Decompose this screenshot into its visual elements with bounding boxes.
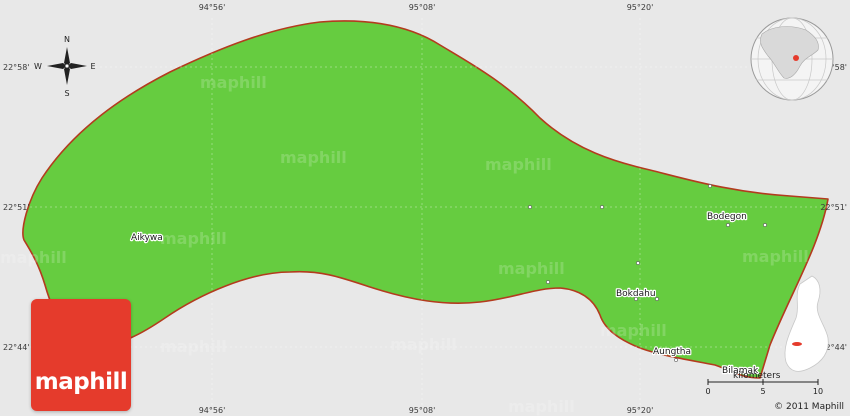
watermark-group: maphill maphill maphill maphill maphill … — [0, 73, 809, 416]
copyright-text: © 2011 Maphill — [774, 402, 844, 412]
latitude-label: 22°51' — [820, 203, 847, 212]
svg-text:maphill: maphill — [742, 247, 809, 266]
svg-text:10: 10 — [813, 387, 823, 396]
place-label-bokdahu: Bokdahu — [616, 289, 656, 299]
logo-text: maphill — [34, 369, 128, 395]
globe-locator-icon — [750, 17, 834, 101]
region-polygon — [22, 20, 829, 379]
place-label-aungtha: Aungtha — [653, 347, 691, 357]
longitude-label: 94°56' — [199, 3, 226, 12]
longitude-label: 94°56' — [199, 406, 226, 415]
svg-text:N: N — [64, 35, 70, 44]
state-locator-icon — [784, 275, 829, 372]
svg-text:maphill: maphill — [600, 321, 667, 340]
svg-text:maphill: maphill — [0, 248, 67, 267]
latitude-label: 22°44' — [820, 343, 847, 352]
latitude-label: 22°51' — [3, 203, 30, 212]
longitude-label: 95°08' — [409, 406, 436, 415]
svg-text:5: 5 — [760, 387, 765, 396]
maphill-logo[interactable]: maphill — [31, 299, 131, 411]
svg-text:maphill: maphill — [160, 337, 227, 356]
svg-text:W: W — [34, 62, 42, 71]
svg-text:maphill: maphill — [390, 335, 457, 354]
place-label-bodegon: Bodegon — [707, 212, 747, 222]
latitude-label: 22°58' — [3, 63, 30, 72]
svg-text:maphill: maphill — [280, 148, 347, 167]
svg-text:maphill: maphill — [485, 155, 552, 174]
longitude-label: 95°08' — [409, 3, 436, 12]
svg-text:E: E — [90, 62, 95, 71]
latitude-label: 22°58' — [820, 63, 847, 72]
svg-text:0: 0 — [705, 387, 710, 396]
compass-rose-icon: N S E W — [34, 35, 95, 98]
svg-text:S: S — [64, 89, 69, 98]
place-label-bilamak: Bilamak — [722, 366, 759, 376]
svg-text:maphill: maphill — [508, 397, 575, 416]
svg-text:maphill: maphill — [160, 229, 227, 248]
svg-text:maphill: maphill — [200, 73, 267, 92]
svg-text:kilometers: kilometers — [733, 371, 781, 381]
latitude-label: 22°44' — [3, 343, 30, 352]
longitude-label: 95°20' — [627, 406, 654, 415]
place-label-aikywa: Aikywa — [131, 233, 163, 243]
scale-bar: kilometers 0 5 10 — [705, 371, 823, 396]
svg-text:maphill: maphill — [498, 259, 565, 278]
longitude-label: 95°20' — [627, 3, 654, 12]
